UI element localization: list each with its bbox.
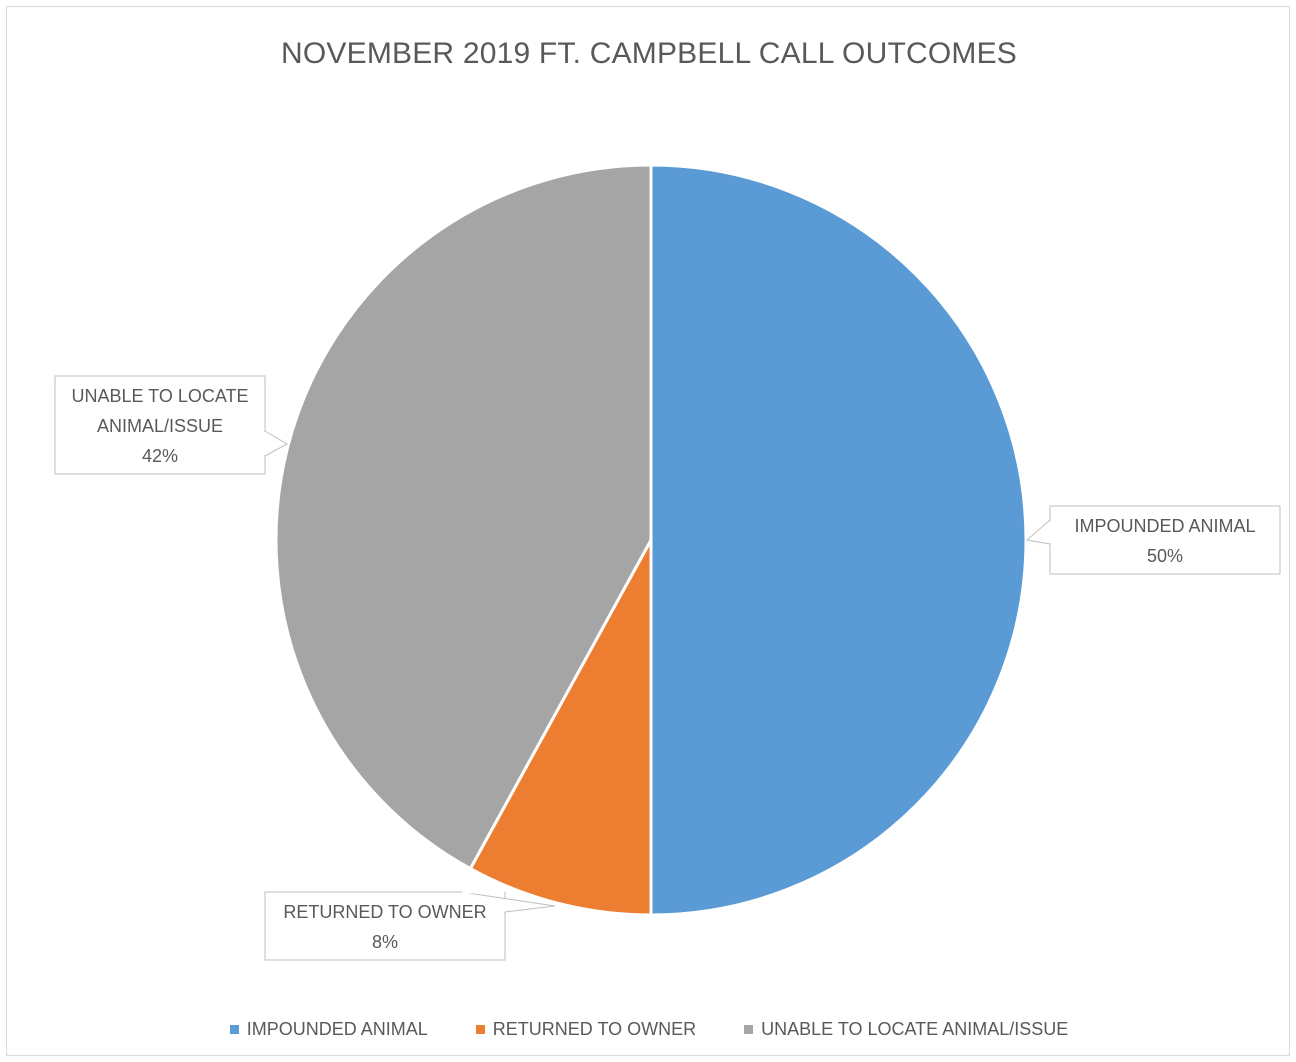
legend-label: RETURNED TO OWNER [492,1019,697,1039]
legend-item-returned-to-owner: RETURNED TO OWNER [475,1019,697,1040]
pie-slice-returned-to-owner [468,538,653,917]
data-label-category: RETURNED TO OWNER [283,902,486,922]
data-label-percent: 50% [1147,546,1183,566]
chart-title: NOVEMBER 2019 FT. CAMPBELL CALL OUTCOMES [281,37,1017,70]
legend-label: IMPOUNDED ANIMAL [246,1019,428,1039]
callout-pointer [264,430,289,457]
legend-item-unable-to-locate-animal-issue: UNABLE TO LOCATE ANIMAL/ISSUE [744,1019,1068,1040]
data-label-returned-to-owner: RETURNED TO OWNER 8% [264,891,556,961]
legend-item-impounded-animal: IMPOUNDED ANIMAL [229,1019,428,1040]
legend-label: UNABLE TO LOCATE ANIMAL/ISSUE [761,1019,1069,1039]
legend-swatch [229,1025,239,1034]
legend-swatch [475,1025,485,1034]
chart-legend: IMPOUNDED ANIMAL RETURNED TO OWNER UNABLE … [7,1019,1291,1040]
data-label-percent: 42% [142,446,178,466]
data-label-impounded-animal: IMPOUNDED ANIMAL 50% [1025,505,1281,575]
callout-pointer [1025,519,1051,545]
data-label-category: UNABLE TO LOCATE [71,386,248,406]
data-label-category: ANIMAL/ISSUE [97,416,223,436]
data-label-unable-to-locate-animal-issue: UNABLE TO LOCATE ANIMAL/ISSUE 42% [54,375,289,475]
pie-slice-impounded-animal [649,163,1028,917]
callout-pointer [460,891,556,913]
data-label-category: IMPOUNDED ANIMAL [1074,516,1255,536]
pie-slice-unable-to-locate-animal-issue [274,163,653,871]
data-label-percent: 8% [372,932,398,952]
legend-swatch [744,1025,754,1034]
